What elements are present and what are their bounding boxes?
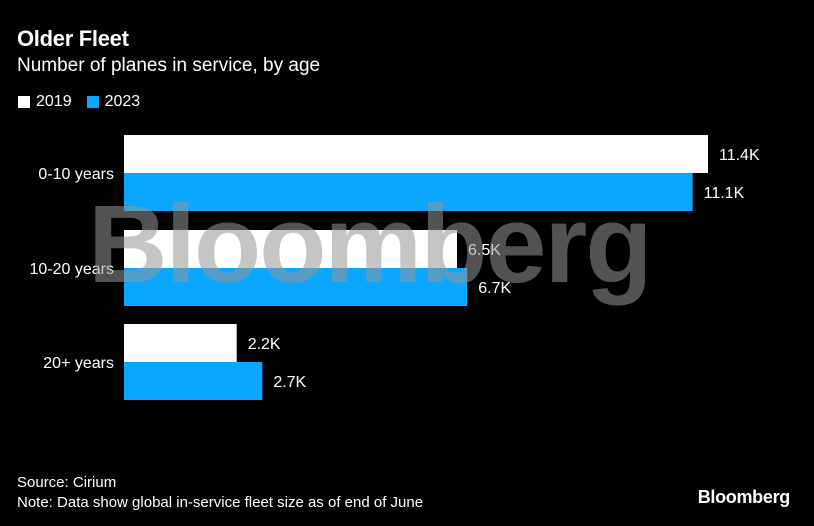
value-label: 6.7K — [478, 280, 511, 297]
legend-label-2023: 2023 — [104, 93, 141, 110]
bar-2019 — [124, 135, 708, 173]
category-label: 0-10 years — [38, 166, 114, 183]
bar-2023 — [124, 268, 468, 306]
legend-label-2019: 2019 — [36, 93, 72, 110]
legend-item-2019: 2019 — [18, 93, 72, 111]
value-label: 2.2K — [248, 336, 281, 353]
bar-2019 — [124, 324, 237, 362]
legend-swatch-2023 — [86, 96, 99, 108]
bar-2019 — [124, 230, 457, 268]
chart-title: Older Fleet — [17, 26, 129, 51]
legend-item-2023: 2023 — [86, 93, 141, 111]
value-label: 11.1K — [704, 185, 745, 202]
category-label: 20+ years — [43, 355, 114, 372]
bloomberg-logo: Bloomberg — [697, 487, 791, 507]
value-label: 11.4K — [719, 147, 760, 164]
source-note: Source: Cirium — [17, 474, 117, 491]
value-label: 6.5K — [468, 242, 501, 259]
bar-2023 — [124, 362, 263, 400]
chart-subtitle: Number of planes in service, by age — [17, 55, 321, 76]
legend-swatch-2019 — [18, 96, 30, 108]
value-label: 2.7K — [273, 374, 306, 391]
legend: 2019 2023 — [18, 93, 155, 111]
category-label: 10-20 years — [30, 261, 115, 278]
footer: Source: Cirium Note: Data show global in… — [17, 473, 423, 513]
bar-2023 — [124, 173, 693, 211]
data-note: Note: Data show global in-service fleet … — [17, 494, 424, 511]
